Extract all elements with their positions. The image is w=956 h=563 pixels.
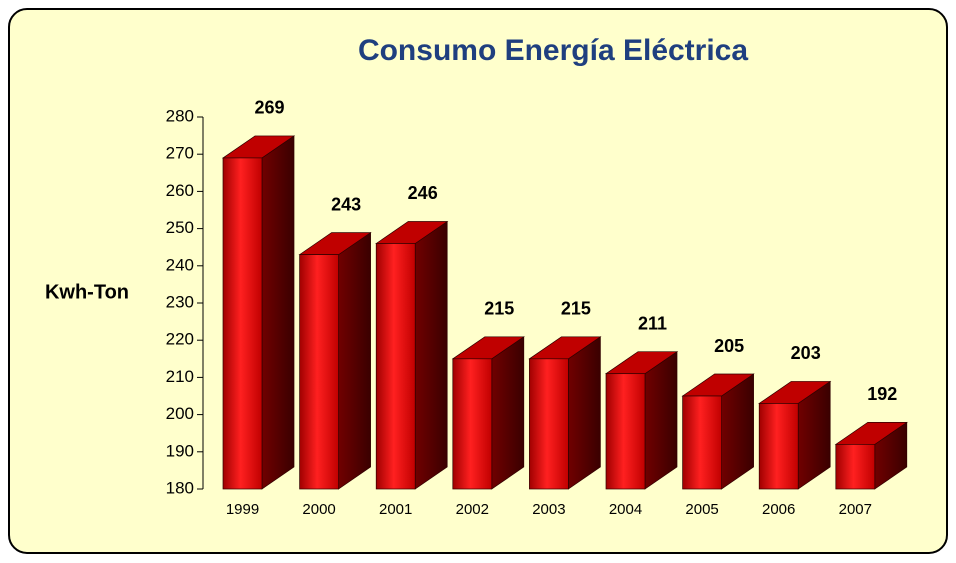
x-tick-label: 2000	[302, 501, 335, 518]
x-tick-label: 2004	[609, 501, 642, 518]
data-label: 215	[561, 299, 591, 319]
data-label: 246	[408, 183, 438, 203]
y-tick-label: 220	[166, 330, 194, 349]
x-tick-label: 2003	[532, 501, 565, 518]
bar	[299, 254, 339, 490]
bar	[605, 373, 646, 490]
data-label: 211	[638, 313, 667, 333]
y-tick-label: 180	[166, 478, 194, 497]
x-tick-label: 2005	[685, 501, 718, 518]
y-tick-label: 240	[166, 255, 194, 274]
bar	[375, 243, 416, 490]
y-tick-label: 230	[166, 292, 194, 311]
y-tick-label: 280	[166, 106, 194, 125]
data-label: 203	[791, 343, 821, 363]
bar	[529, 358, 569, 490]
data-label: 215	[484, 299, 514, 319]
y-tick-label: 190	[166, 441, 194, 460]
y-tick-label: 260	[166, 181, 194, 200]
bar-side	[568, 336, 601, 490]
bar-side	[414, 220, 448, 490]
data-label: 269	[254, 98, 284, 118]
data-label: 205	[714, 336, 744, 356]
bar	[222, 157, 263, 490]
bar-side	[644, 351, 678, 490]
bar	[682, 395, 722, 490]
y-tick-label: 200	[166, 404, 194, 423]
chart-title: Consumo Energía Eléctrica	[358, 34, 748, 67]
bar	[452, 358, 493, 490]
x-tick-label: 2002	[456, 501, 489, 518]
x-tick-label: 2007	[839, 501, 872, 518]
bar	[835, 444, 876, 490]
x-tick-label: 1999	[226, 501, 259, 518]
y-tick-label: 270	[166, 144, 194, 163]
data-label: 243	[331, 194, 361, 214]
y-tick-label: 250	[166, 218, 194, 237]
data-label: 192	[867, 384, 897, 404]
y-axis-label: Kwh-Ton	[45, 281, 129, 303]
bar	[758, 403, 799, 490]
x-tick-label: 2001	[379, 501, 412, 518]
bar-side	[338, 231, 371, 490]
bar-side	[491, 336, 525, 490]
y-tick-label: 210	[166, 367, 194, 386]
x-tick-label: 2006	[762, 501, 795, 518]
bar-side	[261, 135, 295, 490]
